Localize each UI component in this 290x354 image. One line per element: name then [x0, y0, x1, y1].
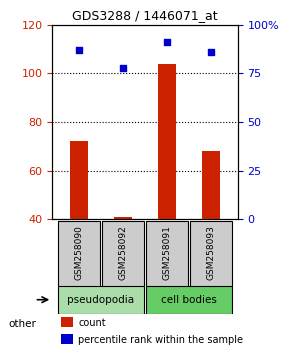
Bar: [61, 333, 72, 344]
Bar: [70, 141, 88, 219]
FancyBboxPatch shape: [146, 221, 188, 286]
FancyBboxPatch shape: [57, 286, 144, 314]
Text: GSM258092: GSM258092: [118, 225, 127, 280]
FancyBboxPatch shape: [57, 221, 100, 286]
FancyBboxPatch shape: [102, 221, 144, 286]
FancyBboxPatch shape: [146, 286, 233, 314]
Bar: [114, 217, 132, 219]
Point: [165, 39, 169, 45]
Text: GSM258093: GSM258093: [207, 225, 216, 280]
Point: [121, 65, 125, 70]
Text: pseudopodia: pseudopodia: [67, 295, 134, 305]
Text: count: count: [78, 318, 106, 328]
Text: cell bodies: cell bodies: [161, 295, 217, 305]
Point: [76, 47, 81, 53]
Bar: [158, 64, 176, 219]
Bar: [61, 317, 72, 327]
Text: percentile rank within the sample: percentile rank within the sample: [78, 335, 243, 344]
Point: [209, 49, 214, 55]
Text: GSM258091: GSM258091: [163, 225, 172, 280]
Bar: [202, 151, 220, 219]
Title: GDS3288 / 1446071_at: GDS3288 / 1446071_at: [72, 9, 218, 22]
Text: other: other: [9, 319, 37, 329]
Text: GSM258090: GSM258090: [74, 225, 83, 280]
FancyBboxPatch shape: [190, 221, 233, 286]
